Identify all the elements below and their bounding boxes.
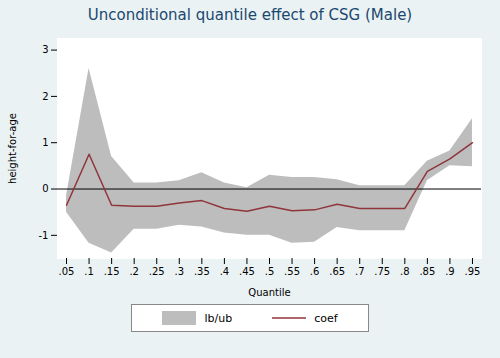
svg-text:.65: .65	[329, 266, 345, 277]
svg-text:.4: .4	[220, 266, 230, 277]
svg-text:.2: .2	[129, 266, 139, 277]
svg-text:.55: .55	[284, 266, 300, 277]
svg-text:.3: .3	[175, 266, 185, 277]
svg-text:.8: .8	[400, 266, 410, 277]
html-text:Unconditional quantile effect: Unconditional quantile effect of CSG (Ma…	[87, 6, 413, 24]
svg-text:.35: .35	[194, 266, 210, 277]
svg-text:.75: .75	[374, 266, 390, 277]
html-text:lb/ub: lb/ub	[204, 311, 233, 325]
svg-text:2: 2	[42, 91, 48, 102]
svg-text:.45: .45	[239, 266, 255, 277]
svg-text:.25: .25	[149, 266, 165, 277]
svg-text:Quantile: Quantile	[248, 287, 290, 298]
svg-text:-1: -1	[39, 230, 49, 241]
svg-text:1: 1	[42, 137, 48, 148]
svg-text:.1: .1	[84, 266, 94, 277]
svg-text:0: 0	[42, 183, 48, 194]
svg-text:.6: .6	[310, 266, 320, 277]
svg-text:.7: .7	[355, 266, 365, 277]
svg-text:.95: .95	[465, 266, 481, 277]
svg-text:.5: .5	[265, 266, 275, 277]
svg-text:height-for-age: height-for-age	[7, 113, 18, 184]
svg-text:.05: .05	[59, 266, 75, 277]
svg-text:.9: .9	[445, 266, 455, 277]
html-text:coef: coef	[314, 311, 338, 325]
svg-text:3: 3	[42, 44, 48, 55]
svg-text:.15: .15	[104, 266, 120, 277]
svg-text:.85: .85	[419, 266, 435, 277]
